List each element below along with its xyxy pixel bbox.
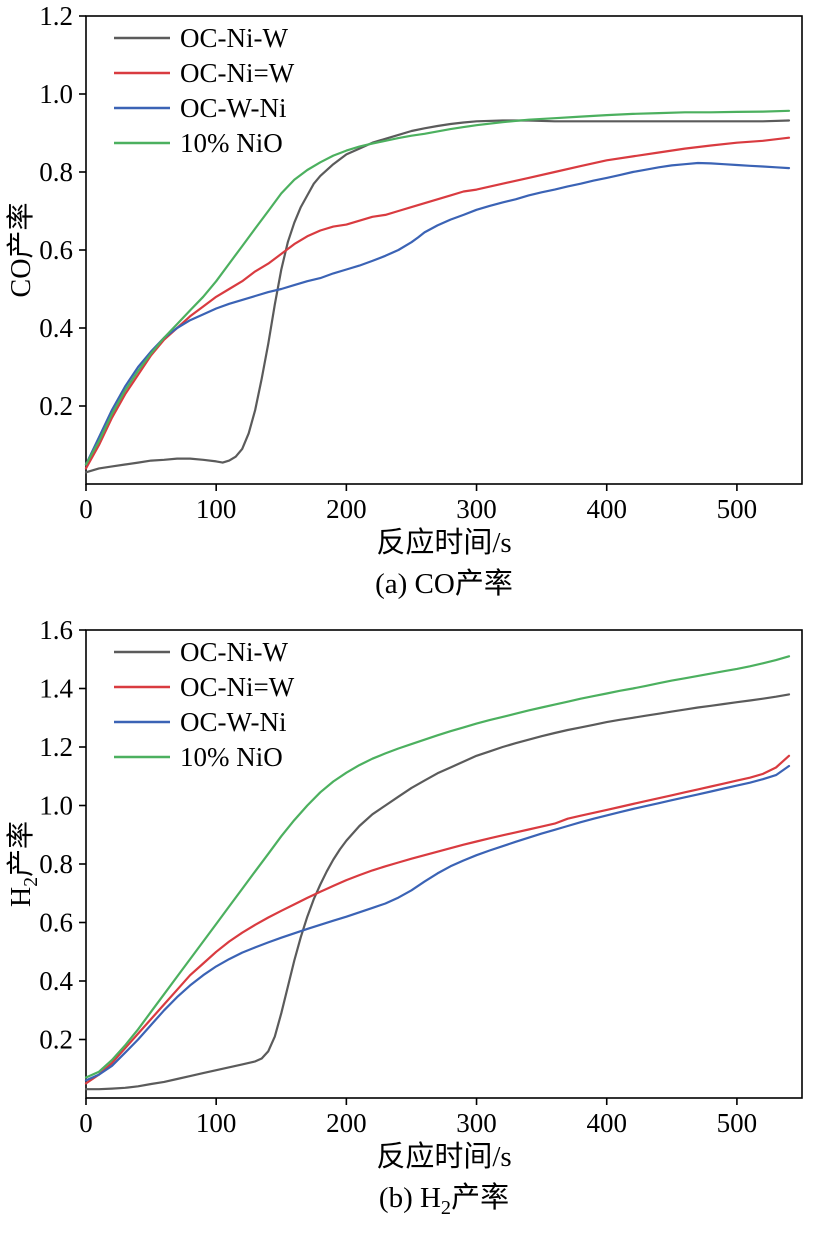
legend-label-OC-Ni-W: OC-Ni=W bbox=[180, 58, 295, 88]
panel-b: 0 100 200 300 400 500 0.2 0.4 0.6 0.8 1.0 1.2 1.4 1.6… bbox=[0, 620, 818, 1222]
x-tick-label: 500 bbox=[717, 494, 758, 524]
y-tick-label: 1.2 bbox=[39, 732, 73, 762]
series-line-OC-Ni-W bbox=[84, 754, 791, 1085]
y-axis-label: CO产率 bbox=[5, 203, 37, 298]
series-line-OC-Ni-W bbox=[84, 136, 791, 470]
legend-label-OC-Ni-W: OC-Ni=W bbox=[180, 672, 295, 702]
x-axis-label-text-b: 反应时间/s bbox=[376, 1141, 512, 1173]
legend-label-OC-W-Ni: OC-W-Ni bbox=[180, 707, 286, 737]
caption-b: (b) H2产率 bbox=[378, 1182, 510, 1219]
y-tick-label: 1.0 bbox=[39, 79, 73, 109]
y-tick-label: 0.4 bbox=[39, 313, 73, 343]
h2-yield-chart: 0 100 200 300 400 500 0.2 0.4 0.6 0.8 1.0 1.2 1.4 1.6… bbox=[5, 620, 803, 1138]
y-tick-label: 1.4 bbox=[39, 674, 73, 704]
x-tick-label: 400 bbox=[586, 494, 627, 524]
x-axis-label-text-a: 反应时间/s bbox=[376, 527, 512, 559]
x-tick-label: 0 bbox=[79, 494, 93, 524]
x-tick-label: 200 bbox=[326, 494, 367, 524]
legend-label-10-NiO: 10% NiO bbox=[180, 742, 283, 772]
co-yield-chart: 0 100 200 300 400 500 0.2 0.4 0.6 0.8 1.0 1.2 CO产率 OC… bbox=[5, 6, 803, 524]
y-tick-label: 1.2 bbox=[39, 6, 73, 31]
series-line-OC-Ni-W bbox=[84, 693, 791, 1091]
x-axis-label-a: 反应时间/s bbox=[86, 526, 802, 564]
x-tick-label: 0 bbox=[79, 1108, 93, 1138]
x-tick-label: 500 bbox=[717, 1108, 758, 1138]
x-tick-label: 300 bbox=[456, 1108, 497, 1138]
panel-a: 0 100 200 300 400 500 0.2 0.4 0.6 0.8 1.0 1.2 CO产率 OC… bbox=[0, 6, 818, 608]
legend-label-OC-Ni-W: OC-Ni-W bbox=[180, 23, 288, 53]
y-tick-label: 1.6 bbox=[39, 620, 73, 645]
series-line-10-NiO bbox=[84, 109, 791, 466]
series-line-10-NiO bbox=[84, 655, 791, 1079]
x-tick-label: 100 bbox=[196, 494, 237, 524]
y-tick-label: 0.2 bbox=[39, 1025, 73, 1055]
y-tick-label: 0.8 bbox=[39, 849, 73, 879]
y-axis-label: H2产率 bbox=[5, 821, 42, 907]
x-tick-label: 300 bbox=[456, 494, 497, 524]
y-tick-label: 0.2 bbox=[39, 391, 73, 421]
x-axis-label-b: 反应时间/s bbox=[86, 1140, 802, 1178]
legend-label-OC-Ni-W: OC-Ni-W bbox=[180, 637, 288, 667]
x-tick-label: 200 bbox=[326, 1108, 367, 1138]
series-line-OC-W-Ni bbox=[84, 161, 791, 466]
y-tick-label: 1.0 bbox=[39, 791, 73, 821]
y-tick-label: 0.8 bbox=[39, 157, 73, 187]
legend-label-10-NiO: 10% NiO bbox=[180, 128, 283, 158]
y-tick-label: 0.4 bbox=[39, 966, 73, 996]
y-tick-label: 0.6 bbox=[39, 235, 73, 265]
x-tick-label: 100 bbox=[196, 1108, 237, 1138]
series-line-OC-Ni-W bbox=[84, 119, 791, 474]
y-tick-label: 0.6 bbox=[39, 908, 73, 938]
legend-label-OC-W-Ni: OC-W-Ni bbox=[180, 93, 286, 123]
caption-a: (a) CO产率 bbox=[375, 568, 513, 600]
series-line-OC-W-Ni bbox=[84, 764, 791, 1082]
x-tick-label: 400 bbox=[586, 1108, 627, 1138]
